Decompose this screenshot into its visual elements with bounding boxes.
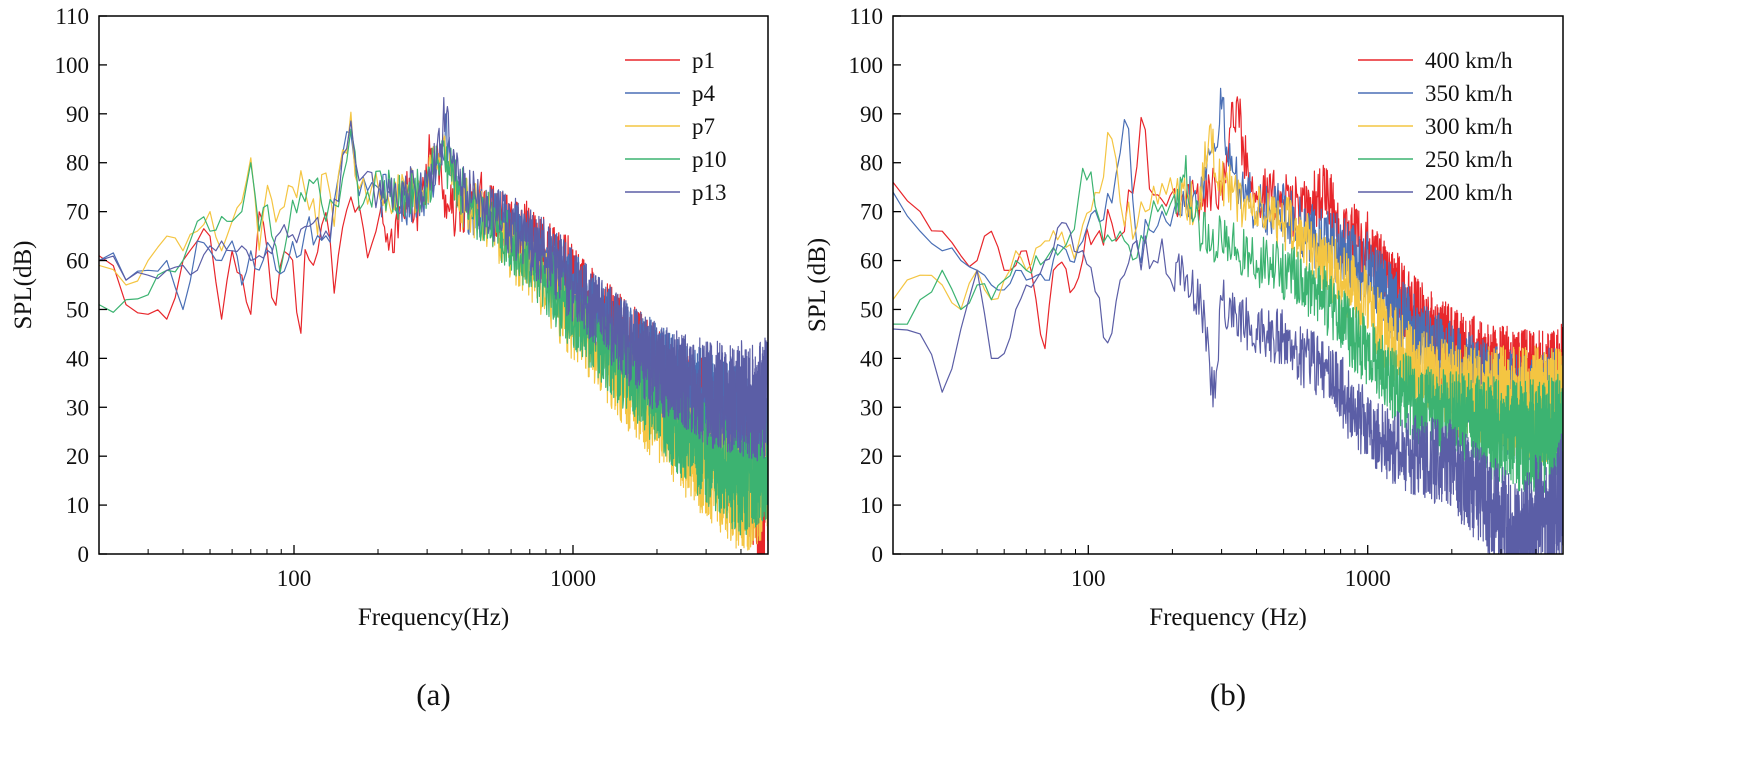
- y-axis-label: SPL (dB): [804, 238, 831, 332]
- x-tick-label: 1000: [550, 566, 596, 591]
- series-group: [893, 87, 1563, 554]
- series-line-p13: [99, 97, 768, 462]
- legend-label: 200 km/h: [1425, 180, 1513, 205]
- y-tick-label: 60: [860, 249, 883, 274]
- y-tick-label: 110: [849, 4, 883, 29]
- y-tick-label: 110: [55, 4, 89, 29]
- y-tick-label: 10: [66, 493, 89, 518]
- legend-label: p13: [692, 180, 727, 205]
- x-tick-label: 100: [277, 566, 312, 591]
- x-tick-label: 100: [1071, 566, 1106, 591]
- series-group: [99, 97, 768, 554]
- y-tick-label: 70: [66, 200, 89, 225]
- y-tick-label: 60: [66, 249, 89, 274]
- y-tick-label: 50: [66, 297, 89, 322]
- y-tick-label: 40: [860, 346, 883, 371]
- plot-frame: [892, 15, 1564, 555]
- legend-label: p7: [692, 114, 715, 139]
- legend-label: p1: [692, 48, 715, 73]
- x-tick-label: 1000: [1345, 566, 1391, 591]
- x-axis-label: Frequency (Hz): [1149, 604, 1307, 631]
- y-tick-label: 20: [860, 444, 883, 469]
- y-tick-label: 30: [66, 395, 89, 420]
- y-tick-label: 80: [66, 151, 89, 176]
- y-tick-label: 100: [55, 53, 90, 78]
- x-axis-label: Frequency(Hz): [358, 604, 509, 631]
- y-tick-label: 10: [860, 493, 883, 518]
- y-tick-label: 40: [66, 346, 89, 371]
- legend-label: 300 km/h: [1425, 114, 1513, 139]
- y-tick-label: 0: [872, 542, 884, 567]
- legend: p1 p4 p7 p10 p13: [625, 48, 727, 205]
- legend-label: p10: [692, 147, 727, 172]
- y-tick-label: 50: [860, 297, 883, 322]
- legend: 400 km/h 350 km/h 300 km/h 250 km/h 200 km/h: [1358, 48, 1513, 205]
- panel-label: (b): [1210, 677, 1246, 712]
- legend-label: 400 km/h: [1425, 48, 1513, 73]
- y-tick-label: 70: [860, 200, 883, 225]
- y-tick-label: 80: [860, 151, 883, 176]
- plot-frame: [98, 15, 769, 555]
- y-tick-label: 20: [66, 444, 89, 469]
- y-tick-label: 0: [78, 542, 90, 567]
- y-tick-label: 100: [849, 53, 884, 78]
- legend-label: 350 km/h: [1425, 81, 1513, 106]
- legend-label: 250 km/h: [1425, 147, 1513, 172]
- y-tick-label: 30: [860, 395, 883, 420]
- y-tick-label: 90: [66, 102, 89, 127]
- panel-label: (a): [416, 677, 450, 712]
- chart-panel-b: 0 10 20 30 40 50 60 70 80 90 100 110 100 1000 Frequenc…: [804, 4, 1564, 712]
- chart-panel-a: 0 10 20 30 40 50 60 70 80 90 100 110 100 1000 Frequenc…: [10, 4, 769, 712]
- series-line-200-km-h: [893, 222, 1563, 554]
- y-tick-label: 90: [860, 102, 883, 127]
- legend-label: p4: [692, 81, 716, 106]
- y-axis-label: SPL(dB): [10, 241, 37, 330]
